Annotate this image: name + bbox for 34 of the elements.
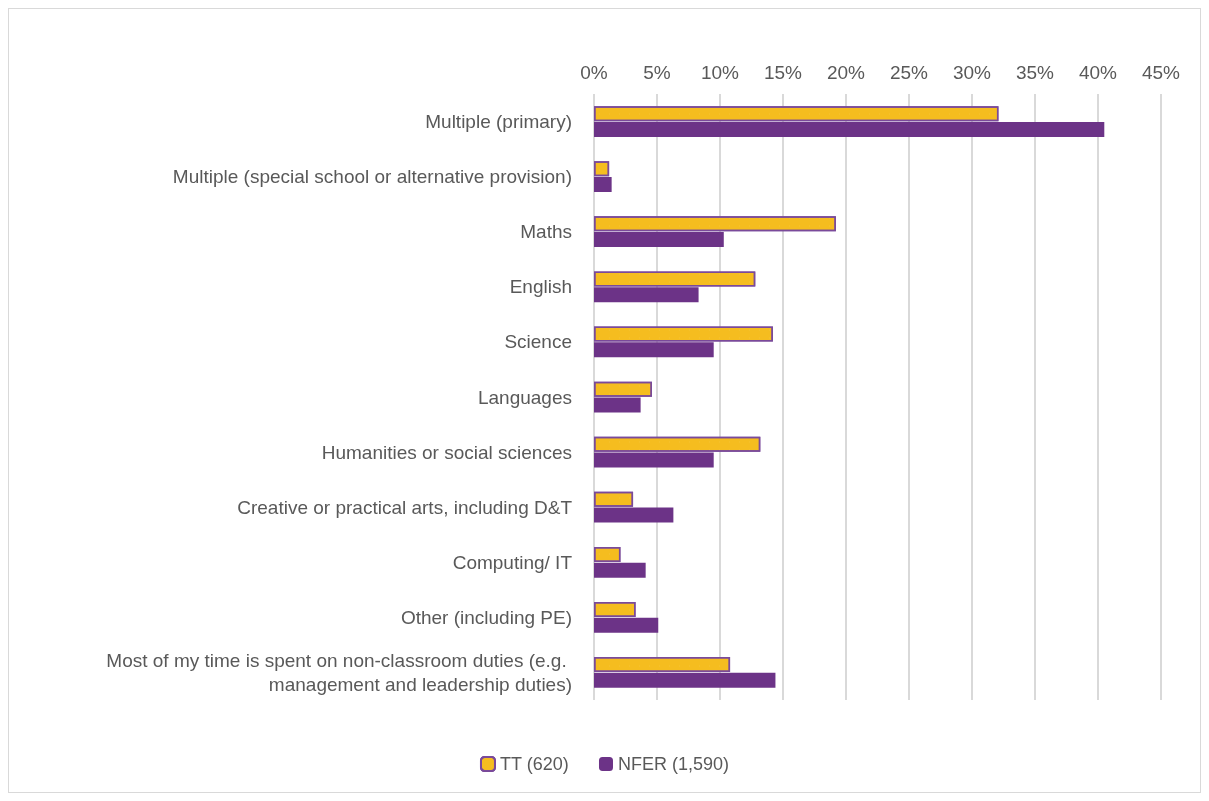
- bar: [594, 342, 714, 358]
- y-tick-label: Multiple (special school or alternative provision): [172, 166, 572, 188]
- bar: [594, 397, 641, 413]
- x-tick-label: 35%: [1015, 62, 1055, 83]
- bar: [594, 507, 674, 523]
- x-tick-label: 45%: [1141, 62, 1181, 83]
- bar: [594, 562, 646, 578]
- x-tick-label: 5%: [643, 62, 671, 83]
- x-tick-label: 40%: [1078, 62, 1118, 83]
- x-tick-label: 15%: [763, 62, 803, 83]
- bar: [594, 617, 659, 633]
- x-tick-label: 10%: [700, 62, 740, 83]
- y-tick-label: Computing/ IT: [452, 551, 573, 573]
- legend-label: NFER (1,590): [617, 754, 730, 774]
- x-tick-label: 25%: [889, 62, 929, 83]
- y-tick-label: Creative or practical arts, including D&T: [237, 496, 573, 518]
- y-tick-label: Multiple (primary): [425, 111, 572, 133]
- legend-label: TT (620): [499, 754, 569, 774]
- x-tick-label: 0%: [580, 62, 608, 83]
- x-tick-label: 20%: [826, 62, 866, 83]
- y-tick-label: Humanities or social sciences: [321, 441, 572, 463]
- y-tick-label: Science: [504, 331, 572, 353]
- y-tick-label: Most of my time is spent on non-classroom duties (e.g. management and leadership duties): [106, 649, 572, 695]
- y-tick-label: English: [509, 276, 572, 298]
- bar: [594, 177, 612, 193]
- y-tick-label: Maths: [520, 221, 572, 243]
- bar: [594, 672, 776, 688]
- bar: [594, 121, 1105, 137]
- y-tick-label: Languages: [477, 386, 572, 408]
- bar: [594, 232, 724, 248]
- bar: [594, 287, 699, 303]
- bar: [594, 452, 714, 468]
- y-tick-label: Other (including PE): [400, 606, 572, 628]
- x-tick-label: 30%: [952, 62, 992, 83]
